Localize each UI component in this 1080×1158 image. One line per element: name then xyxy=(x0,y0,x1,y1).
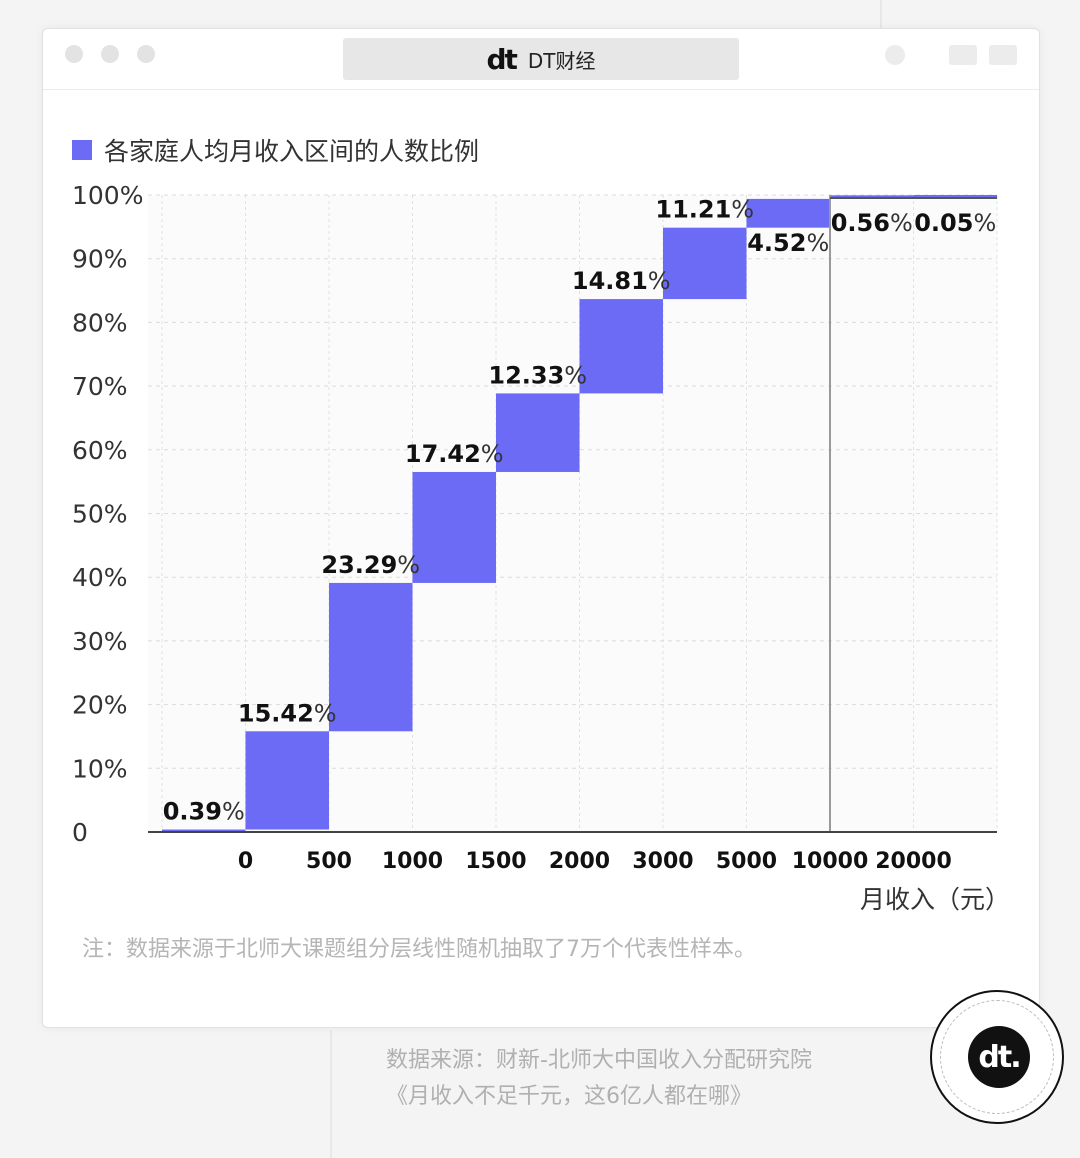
chart-legend: 各家庭人均月收入区间的人数比例 xyxy=(72,132,479,168)
y-tick-label: 80% xyxy=(72,308,128,337)
legend-swatch xyxy=(72,140,92,160)
waterfall-bar xyxy=(496,393,580,472)
y-tick-label: 90% xyxy=(72,245,128,274)
waterfall-bar xyxy=(663,227,747,300)
dt-logo-icon: dt. xyxy=(968,1026,1030,1088)
data-label: 17.42% xyxy=(405,440,504,468)
y-tick-label: 20% xyxy=(72,691,128,720)
window-close-dot[interactable] xyxy=(65,45,83,63)
y-tick-label: 10% xyxy=(72,754,128,783)
waterfall-bar xyxy=(579,299,663,394)
x-tick-label: 1000 xyxy=(382,849,443,874)
legend-label: 各家庭人均月收入区间的人数比例 xyxy=(104,137,480,166)
x-axis-title: 月收入（元） xyxy=(860,885,1010,914)
data-label: 12.33% xyxy=(488,361,587,389)
data-label: 0.39% xyxy=(163,798,245,826)
data-label: 4.52% xyxy=(747,229,829,257)
background-line xyxy=(880,0,882,28)
title-tab: dt DT财经 xyxy=(343,38,739,80)
dt-badge: dt. xyxy=(930,990,1064,1124)
waterfall-bar xyxy=(162,829,246,832)
dt-logo-icon: dt xyxy=(486,42,517,76)
waterfall-bar xyxy=(746,198,830,228)
x-tick-label: 3000 xyxy=(632,849,693,874)
x-tick-label: 5000 xyxy=(716,849,777,874)
background-line xyxy=(330,1030,332,1158)
waterfall-bar xyxy=(329,582,413,732)
data-label: 23.29% xyxy=(321,551,420,579)
data-label: 0.56% xyxy=(831,209,913,237)
data-label: 0.05% xyxy=(914,209,996,237)
data-label: 14.81% xyxy=(572,267,671,295)
waterfall-bar xyxy=(913,195,997,197)
x-tick-label: 10000 xyxy=(792,849,869,874)
waterfall-bar xyxy=(412,471,496,583)
title-bar: dt DT财经 xyxy=(43,29,1039,90)
badge-ring xyxy=(940,1000,1054,1114)
brand-name: DT财经 xyxy=(527,48,596,73)
data-label: 15.42% xyxy=(238,699,337,727)
y-tick-label: 50% xyxy=(72,500,128,529)
y-tick-label: 0 xyxy=(72,818,88,847)
settings-icon[interactable] xyxy=(885,45,905,65)
x-tick-label: 1500 xyxy=(465,849,526,874)
x-tick-label: 500 xyxy=(306,849,352,874)
x-tick-label: 0 xyxy=(238,849,253,874)
window-control-icon[interactable] xyxy=(949,45,977,65)
window-minimize-dot[interactable] xyxy=(101,45,119,63)
source-box: 数据来源：财新-北师大中国收入分配研究院 《月收入不足千元，这6亿人都在哪》 xyxy=(330,1030,980,1122)
y-tick-label: 30% xyxy=(72,627,128,656)
x-tick-label: 2000 xyxy=(549,849,610,874)
source-line-1: 数据来源：财新-北师大中国收入分配研究院 xyxy=(386,1048,812,1073)
window-maximize-dot[interactable] xyxy=(137,45,155,63)
waterfall-bar xyxy=(245,731,329,830)
y-tick-label: 60% xyxy=(72,436,128,465)
x-tick-label: 20000 xyxy=(875,849,952,874)
source-line-2: 《月收入不足千元，这6亿人都在哪》 xyxy=(386,1084,752,1109)
window-control-icon[interactable] xyxy=(989,45,1017,65)
chart-note: 注：数据来源于北师大课题组分层线性随机抽取了7万个代表性样本。 xyxy=(82,937,756,962)
y-tick-label: 100% xyxy=(72,181,143,210)
data-label: 11.21% xyxy=(655,196,754,224)
y-tick-label: 70% xyxy=(72,372,128,401)
y-tick-label: 40% xyxy=(72,563,128,592)
